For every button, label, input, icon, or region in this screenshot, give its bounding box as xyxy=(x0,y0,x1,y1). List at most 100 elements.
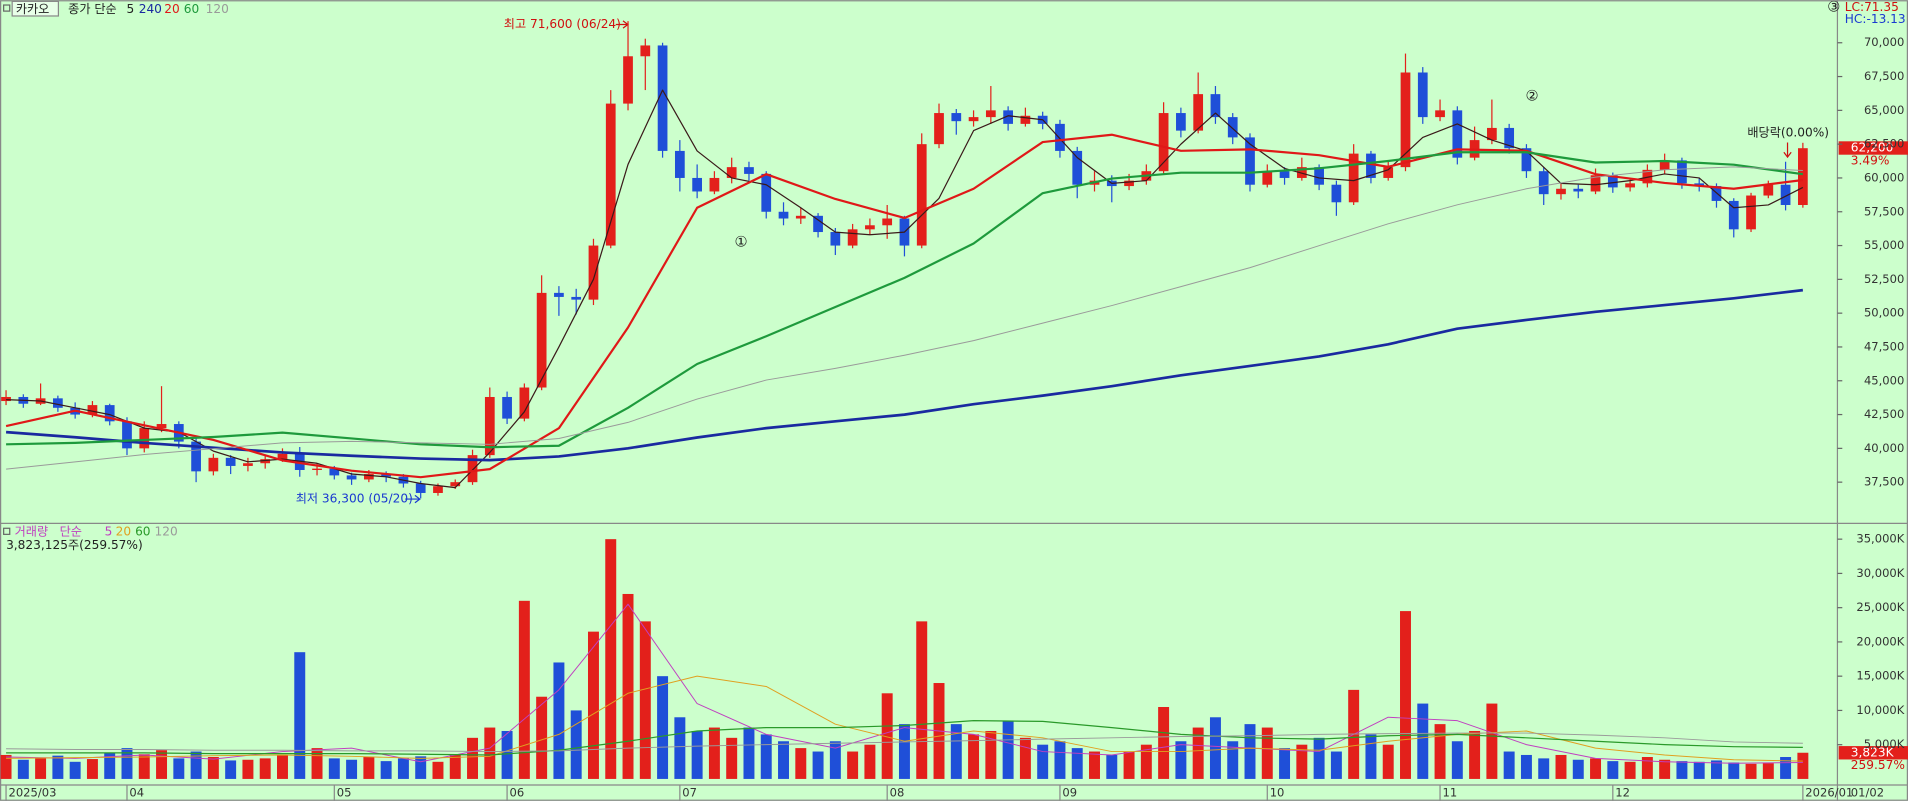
y-tick-label: 55,000 xyxy=(1864,238,1904,252)
volume-bar xyxy=(1244,724,1256,779)
candle-body xyxy=(830,232,841,246)
candle-body xyxy=(1331,184,1342,203)
candle-body xyxy=(778,211,789,219)
title-box xyxy=(11,0,60,17)
moving-average-line xyxy=(5,133,1804,479)
candle-body xyxy=(985,110,996,118)
volume-summary: 3,823,125주(259.57%) xyxy=(6,538,143,552)
volume-bar xyxy=(501,730,513,779)
volume-bar xyxy=(1296,744,1308,779)
candle-body xyxy=(260,459,271,464)
volume-bar xyxy=(795,748,807,779)
candle-body xyxy=(744,167,754,174)
volume-bar xyxy=(1382,744,1394,779)
candle-body xyxy=(554,292,564,297)
x-tick-label: 12 xyxy=(1615,785,1630,799)
volume-bar xyxy=(380,761,392,779)
candle-body xyxy=(1279,171,1290,178)
candle-body xyxy=(1176,113,1186,131)
candle-body xyxy=(1003,110,1013,124)
high-annotation: 최고 71,600 (06/24) xyxy=(504,17,621,31)
volume-bar xyxy=(1797,752,1809,779)
y-tick-label: 45,000 xyxy=(1864,373,1904,387)
volume-bar xyxy=(1037,744,1049,779)
volume-bar xyxy=(1400,611,1411,779)
moving-average-line xyxy=(6,89,1804,489)
candle-body xyxy=(1193,94,1204,131)
volume-bar xyxy=(536,696,548,779)
x-tick-label: 10 xyxy=(1270,785,1285,799)
candle-body xyxy=(1642,169,1653,184)
volume-bar xyxy=(1659,759,1671,779)
moving-average-line xyxy=(6,675,1803,762)
candle-body xyxy=(916,144,927,246)
legend-entry: 120 xyxy=(155,524,178,538)
lc-label: LC:71.35 xyxy=(1845,0,1899,14)
volume-bar xyxy=(1451,741,1463,779)
candle-body xyxy=(1,396,11,402)
candle-body xyxy=(1504,127,1515,149)
volume-bar xyxy=(242,759,254,779)
volume-bar xyxy=(657,676,669,779)
legend-entry: 5 xyxy=(127,2,135,16)
candle-body xyxy=(623,56,633,104)
volume-bar xyxy=(760,734,772,779)
candle-body xyxy=(1124,180,1134,187)
y-tick-label: 5,000K xyxy=(1864,737,1905,751)
candle-body xyxy=(433,486,443,493)
volume-bar xyxy=(346,759,358,779)
volume-bar xyxy=(104,752,116,779)
candle-body xyxy=(87,405,98,415)
candle-body xyxy=(571,296,582,300)
low-annotation: 최저 36,300 (05/20) xyxy=(296,492,413,506)
marker-2: ② xyxy=(1525,87,1538,104)
moving-average-line xyxy=(5,288,1804,462)
candle-body xyxy=(605,103,616,246)
candle-body xyxy=(1348,153,1359,203)
volume-bar xyxy=(1019,737,1031,779)
candle-body xyxy=(1072,150,1083,185)
volume-bar xyxy=(570,710,582,779)
legend-entry: 60 xyxy=(135,524,150,538)
y-tick-label: 40,000 xyxy=(1864,441,1904,455)
volume-bar xyxy=(1123,751,1135,779)
volume-bar xyxy=(916,621,928,779)
volume-bar xyxy=(1209,717,1221,779)
volume-bar xyxy=(1572,759,1584,779)
volume-bar xyxy=(1002,720,1014,779)
candle-body xyxy=(640,45,651,57)
marker-1: ① xyxy=(735,233,748,250)
last-volume-label: 3,823K xyxy=(1851,745,1895,759)
candle-body xyxy=(104,405,115,422)
candle-body xyxy=(277,453,288,460)
legend-entry: 120 xyxy=(206,2,229,16)
volume-bar xyxy=(311,748,323,779)
volume-bar xyxy=(1693,761,1705,779)
volume-bar xyxy=(190,751,202,779)
candle-body xyxy=(657,45,668,151)
volume-bar xyxy=(17,759,29,779)
volume-bar xyxy=(35,758,47,779)
candle-body xyxy=(1780,184,1791,205)
volume-bar xyxy=(587,631,599,779)
volume-bar xyxy=(726,737,738,779)
volume-bar xyxy=(674,717,686,779)
volume-bar xyxy=(69,761,81,779)
volume-bar xyxy=(1520,754,1532,779)
candle-body xyxy=(1763,184,1774,196)
y-tick-label: 42,500 xyxy=(1864,407,1904,421)
candle-body xyxy=(1400,72,1411,168)
volume-bar xyxy=(1227,741,1239,779)
y-tick-label: 57,500 xyxy=(1864,204,1904,218)
volume-bar xyxy=(1279,748,1291,779)
candle-body xyxy=(1227,117,1238,138)
candle-body xyxy=(1556,188,1566,195)
candle-body xyxy=(381,474,392,477)
volume-bar xyxy=(1728,762,1740,779)
volume-bar xyxy=(1469,730,1481,779)
candle-body xyxy=(467,455,478,483)
candle-body xyxy=(243,463,253,466)
volume-bar xyxy=(328,758,340,779)
volume-bar xyxy=(207,757,219,779)
